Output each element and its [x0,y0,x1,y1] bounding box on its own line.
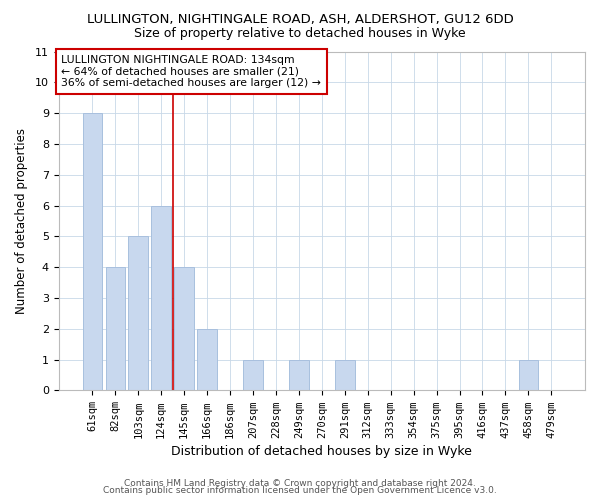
Bar [243,360,263,390]
Bar [106,267,125,390]
Text: Size of property relative to detached houses in Wyke: Size of property relative to detached ho… [134,26,466,40]
Bar [151,206,171,390]
Bar [175,267,194,390]
X-axis label: Distribution of detached houses by size in Wyke: Distribution of detached houses by size … [172,444,472,458]
Bar [83,113,102,390]
Bar [518,360,538,390]
Bar [289,360,308,390]
Bar [197,328,217,390]
Text: Contains public sector information licensed under the Open Government Licence v3: Contains public sector information licen… [103,486,497,495]
Bar [335,360,355,390]
Text: LULLINGTON, NIGHTINGALE ROAD, ASH, ALDERSHOT, GU12 6DD: LULLINGTON, NIGHTINGALE ROAD, ASH, ALDER… [86,12,514,26]
Bar [128,236,148,390]
Text: LULLINGTON NIGHTINGALE ROAD: 134sqm
← 64% of detached houses are smaller (21)
36: LULLINGTON NIGHTINGALE ROAD: 134sqm ← 64… [61,55,321,88]
Y-axis label: Number of detached properties: Number of detached properties [15,128,28,314]
Text: Contains HM Land Registry data © Crown copyright and database right 2024.: Contains HM Land Registry data © Crown c… [124,478,476,488]
